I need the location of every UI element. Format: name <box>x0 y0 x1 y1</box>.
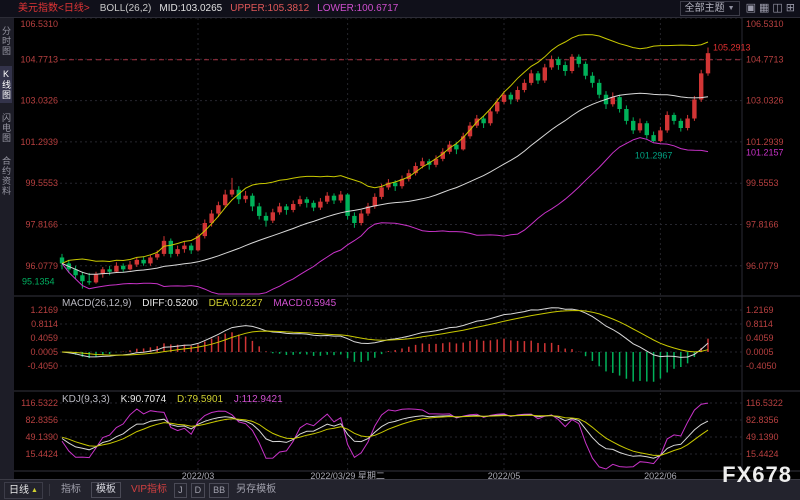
tab-indicators[interactable]: 指标 <box>60 484 81 495</box>
sidebar-item-kline-chart[interactable]: K线图 <box>0 66 12 103</box>
svg-text:96.0779: 96.0779 <box>746 261 779 271</box>
svg-text:2022/03/29 星期二: 2022/03/29 星期二 <box>310 471 385 480</box>
macd-dea-value: DEA:0.2227 <box>208 298 263 309</box>
tab-save-template[interactable]: 另存模板 <box>236 484 277 495</box>
svg-text:1.2169: 1.2169 <box>746 305 774 315</box>
svg-text:96.0779: 96.0779 <box>25 261 58 271</box>
svg-text:99.5553: 99.5553 <box>25 178 58 188</box>
svg-text:0.8114: 0.8114 <box>746 319 773 329</box>
svg-text:2022/05: 2022/05 <box>488 471 521 480</box>
boll-lower-value: LOWER:100.6717 <box>317 3 399 14</box>
theme-selector-label: 全部主题 <box>684 3 725 14</box>
theme-selector-dropdown[interactable]: 全部主题 ▼ <box>679 1 740 16</box>
kdj-d-value: D:79.5901 <box>176 394 224 405</box>
kdj-k-value: K:90.7074 <box>120 394 167 405</box>
kdj-name: KDJ(9,3,3) <box>62 394 110 405</box>
svg-text:1.2169: 1.2169 <box>30 305 58 315</box>
chart-area: 106.5310 106.5310 104.7713 104.7713 103.0326… <box>14 17 800 481</box>
dropdown-arrow-icon: ▼ <box>727 5 735 12</box>
macd-header: MACD(26,12,9) DIFF:0.5200 DEA:0.2227 MAC… <box>62 298 336 309</box>
svg-text:103.0326: 103.0326 <box>746 96 784 106</box>
tab-vip-indicators[interactable]: VIP指标 <box>130 484 168 495</box>
svg-text:106.5310: 106.5310 <box>20 19 58 29</box>
kdj-j-value: J:112.9421 <box>233 394 283 405</box>
up-arrow-icon: ▲ <box>31 486 38 494</box>
layout-add-icon[interactable]: ⊞ <box>785 2 795 14</box>
sidebar-item-lightning-chart[interactable]: 闪电图 <box>1 113 11 143</box>
bottom-toolbar: 日线 ▲ 指标 模板 VIP指标 J D BB 另存模板 <box>0 479 800 500</box>
svg-text:2022/03: 2022/03 <box>182 471 215 480</box>
macd-value: MACD:0.5945 <box>273 298 337 309</box>
svg-text:15.4424: 15.4424 <box>746 449 779 459</box>
svg-text:0.0005: 0.0005 <box>30 347 58 357</box>
sidebar-item-time-chart[interactable]: 分时图 <box>1 26 11 56</box>
svg-text:105.2913: 105.2913 <box>713 42 751 52</box>
svg-text:99.5553: 99.5553 <box>746 178 779 188</box>
svg-text:101.2967: 101.2967 <box>635 150 673 160</box>
window-layout-icons: ▣ ▦ ◫ ⊞ <box>746 2 795 15</box>
svg-text:101.2157: 101.2157 <box>746 147 784 157</box>
svg-text:101.2939: 101.2939 <box>20 137 58 147</box>
svg-text:49.1390: 49.1390 <box>25 432 58 442</box>
boll-indicator-label: BOLL(26,2) <box>99 3 152 14</box>
kdj-header: KDJ(9,3,3) K:90.7074 D:79.5901 J:112.942… <box>62 394 283 405</box>
watermark: FX678 <box>722 462 792 487</box>
svg-text:101.2939: 101.2939 <box>746 137 784 147</box>
candlestick-chart[interactable]: 106.5310 106.5310 104.7713 104.7713 103.0326… <box>14 17 800 481</box>
svg-text:-0.4050: -0.4050 <box>27 361 58 371</box>
svg-text:82.8356: 82.8356 <box>25 415 58 425</box>
sidebar-item-contract-info[interactable]: 合约资料 <box>1 156 11 196</box>
svg-text:0.4059: 0.4059 <box>30 333 58 343</box>
boll-upper-value: UPPER:105.3812 <box>230 3 310 14</box>
svg-text:15.4424: 15.4424 <box>25 449 58 459</box>
svg-text:97.8166: 97.8166 <box>746 220 779 230</box>
layout-grid-icon[interactable]: ▦ <box>758 2 770 14</box>
svg-text:49.1390: 49.1390 <box>746 432 779 442</box>
tab-j[interactable]: J <box>174 482 187 498</box>
period-label: 日线 <box>9 484 29 496</box>
svg-text:0.4059: 0.4059 <box>746 333 774 343</box>
layout-single-icon[interactable]: ▣ <box>745 2 756 14</box>
svg-text:97.8166: 97.8166 <box>25 220 58 230</box>
svg-text:104.7713: 104.7713 <box>746 54 784 64</box>
svg-text:82.8356: 82.8356 <box>746 415 779 425</box>
tab-templates[interactable]: 模板 <box>90 482 121 498</box>
tab-bb[interactable]: BB <box>209 482 230 498</box>
svg-text:106.5310: 106.5310 <box>746 19 784 29</box>
macd-name: MACD(26,12,9) <box>62 298 132 309</box>
macd-diff-value: DIFF:0.5200 <box>142 298 198 309</box>
boll-mid-value: MID:103.0265 <box>159 3 223 14</box>
period-selector[interactable]: 日线 ▲ <box>4 481 43 499</box>
svg-text:103.0326: 103.0326 <box>20 96 58 106</box>
svg-text:2022/06: 2022/06 <box>644 471 677 480</box>
left-tab-strip: 分时图 K线图 闪电图 合约资料 <box>0 18 15 480</box>
svg-text:104.7713: 104.7713 <box>20 54 58 64</box>
svg-text:116.5322: 116.5322 <box>746 398 783 408</box>
tab-d[interactable]: D <box>190 482 206 498</box>
svg-text:0.0005: 0.0005 <box>746 347 774 357</box>
svg-text:116.5322: 116.5322 <box>21 398 58 408</box>
symbol-title: 美元指数<日线> <box>18 3 90 14</box>
top-bar: 美元指数<日线> BOLL(26,2) MID:103.0265 UPPER:1… <box>0 0 800 18</box>
svg-text:-0.4050: -0.4050 <box>746 361 777 371</box>
toolbar-divider <box>48 484 50 496</box>
layout-split-icon[interactable]: ◫ <box>772 2 783 14</box>
svg-text:0.8114: 0.8114 <box>31 319 58 329</box>
svg-text:95.1354: 95.1354 <box>22 277 55 287</box>
